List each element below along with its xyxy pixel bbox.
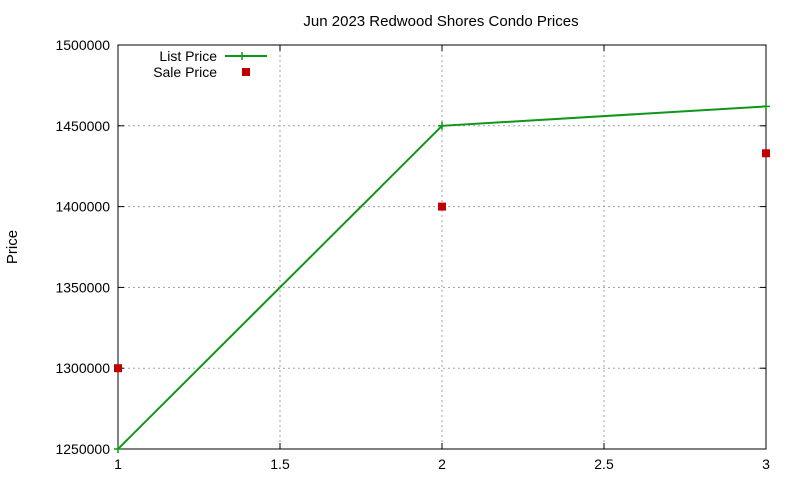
legend-square-swatch (242, 68, 250, 76)
y-tick-label: 1400000 (55, 199, 110, 215)
series-layer (114, 102, 770, 453)
series-line (117, 105, 767, 450)
y-tick-label: 1300000 (55, 360, 110, 376)
data-point (114, 445, 122, 453)
x-tick-label: 1 (114, 456, 122, 472)
data-point (762, 149, 770, 158)
y-tick-label: 1250000 (55, 441, 110, 457)
y-tick-label: 1500000 (55, 37, 110, 53)
x-tick-label: 2 (438, 456, 446, 472)
legend-label: Sale Price (153, 64, 217, 80)
x-tick-label: 2.5 (594, 456, 614, 472)
grid-lines (118, 45, 766, 449)
data-point (114, 364, 122, 373)
x-tick-label: 3 (762, 456, 770, 472)
axis-ticks: 1 1.5 2 2.5 3 1250000 1300000 1350000 1400000 145… (55, 37, 770, 472)
data-point (438, 202, 446, 211)
y-axis-label: Price (4, 230, 21, 264)
data-point (438, 121, 446, 130)
series-sale-price (114, 149, 770, 373)
series-list-price (114, 102, 770, 453)
legend-label: List Price (159, 48, 217, 64)
chart-title: Jun 2023 Redwood Shores Condo Prices (303, 13, 578, 30)
y-tick-label: 1450000 (55, 118, 110, 134)
data-point (762, 102, 770, 111)
x-tick-label: 1.5 (270, 456, 290, 472)
y-tick-label: 1350000 (55, 279, 110, 295)
